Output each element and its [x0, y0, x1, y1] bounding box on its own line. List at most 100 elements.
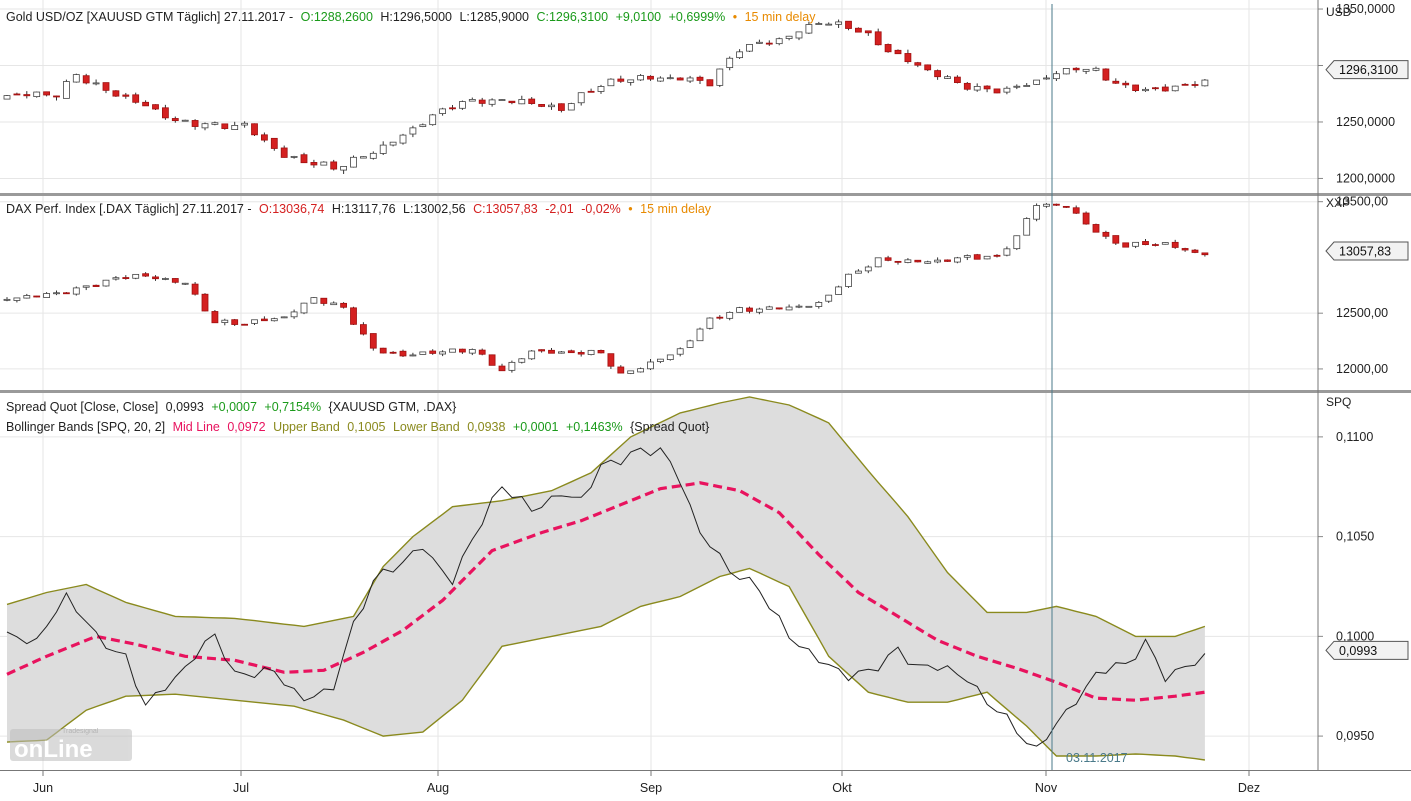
- gold-candle-body: [152, 104, 159, 110]
- dax-candle-body: [241, 323, 249, 326]
- gold-candle-body: [637, 75, 644, 81]
- gold-candle-body: [855, 27, 862, 33]
- gold-candle-body: [676, 77, 684, 81]
- dax-candle-body: [1152, 244, 1159, 246]
- dax-candle-body: [330, 302, 338, 306]
- gold-candle-body: [1082, 68, 1090, 72]
- dax-candle-body: [597, 350, 605, 354]
- gold-header-close: C:1296,3100: [536, 10, 608, 24]
- gold-candle-body: [439, 108, 447, 114]
- dax-candle-body: [161, 278, 169, 280]
- gold-candle-body: [369, 152, 377, 159]
- gold-candle-body: [1201, 79, 1209, 87]
- gold-candle-body: [924, 64, 932, 71]
- x-tick-label: Jun: [33, 781, 53, 795]
- gold-candle-body: [1102, 68, 1110, 81]
- gold-candle-body: [191, 120, 199, 127]
- dax-candle-body: [746, 307, 753, 312]
- gold-candle-body: [399, 134, 407, 144]
- gold-candle-body: [1171, 85, 1179, 92]
- dax-candle-body: [548, 349, 555, 354]
- dax-candle-body: [914, 259, 922, 263]
- gold-candle-body: [756, 41, 763, 44]
- dax-candle-body: [845, 273, 852, 287]
- gold-ytick-label: 1350,0000: [1336, 2, 1395, 16]
- bollinger-upper-value: 0,1005: [347, 420, 385, 434]
- dax-candle-body: [191, 283, 199, 295]
- gold-candle-body: [1013, 85, 1021, 88]
- gold-candle-body: [1092, 67, 1100, 71]
- dax-candle-body: [785, 306, 793, 311]
- gold-candle-body: [805, 24, 813, 34]
- gold-candle-body: [1033, 79, 1040, 85]
- gold-candle-body: [43, 91, 50, 96]
- dax-candle-body: [270, 318, 278, 322]
- dax-candle-body: [409, 354, 417, 357]
- dax-candle-body: [864, 266, 872, 272]
- gold-candle-body: [310, 162, 318, 166]
- x-tick-label: Jul: [233, 781, 249, 795]
- dax-candle-body: [142, 273, 150, 277]
- gold-candle-body: [63, 81, 70, 99]
- dax-candle-body: [538, 349, 545, 352]
- dax-candle-body: [82, 285, 90, 288]
- gold-candle-body: [577, 92, 585, 104]
- dax-candle-body: [716, 316, 724, 319]
- gold-header-delay: 15 min delay: [745, 10, 817, 24]
- dax-candle-body: [954, 257, 961, 263]
- dax-candle-body: [290, 311, 298, 318]
- gold-header-open: O:1288,2600: [301, 10, 373, 24]
- cursor-date-label: 03.11.2017: [1066, 751, 1128, 765]
- spread-header-change-pct: +0,7154%: [264, 400, 321, 414]
- gold-ytick-label: 1200,0000: [1336, 171, 1395, 185]
- gold-delay-dot: •: [733, 10, 737, 24]
- dax-candle-body: [1191, 249, 1199, 253]
- spread-header-value: 0,0993: [166, 400, 204, 414]
- dax-ytick-label: 12000,00: [1336, 362, 1388, 376]
- gold-candle-body: [53, 95, 60, 98]
- dax-candle-body: [350, 307, 357, 325]
- dax-ytick-label: 12500,00: [1336, 306, 1388, 320]
- dax-candle-body: [340, 302, 348, 308]
- gold-candle-body: [33, 91, 41, 98]
- dax-candle-body: [676, 348, 684, 355]
- gold-candle-body: [736, 51, 743, 59]
- dax-candle-body: [132, 273, 140, 279]
- logo-badge: [10, 729, 132, 761]
- dax-candle-body: [488, 354, 496, 366]
- gold-candle-body: [82, 75, 90, 84]
- dax-candle-body: [122, 277, 130, 279]
- gold-last-value-label: 1296,3100: [1339, 63, 1398, 77]
- spread-last-value-tag: [1325, 640, 1409, 660]
- dax-candle-body: [884, 257, 892, 261]
- gold-candle-body: [1003, 87, 1011, 93]
- gold-candle-body: [1142, 88, 1149, 92]
- gold-candle-body: [379, 144, 387, 154]
- gold-candle-body: [785, 35, 793, 39]
- dax-candle-body: [627, 370, 635, 374]
- gold-candle-body: [1043, 77, 1050, 80]
- gold-candle-body: [221, 123, 229, 129]
- gold-candle-body: [518, 99, 526, 105]
- gold-candle-body: [1122, 82, 1130, 86]
- dax-candle-body: [795, 305, 803, 308]
- gold-candle-body: [92, 82, 100, 85]
- dax-candle-body: [1201, 252, 1209, 256]
- gold-candle-body: [1072, 67, 1080, 71]
- gold-candle-body: [934, 70, 941, 78]
- dax-candle-body: [201, 293, 209, 312]
- gold-candle-body: [1152, 87, 1159, 90]
- dax-candle-body: [944, 259, 951, 262]
- gold-candle-body: [716, 68, 724, 86]
- gold-candle-body: [617, 78, 625, 82]
- gold-candle-body: [607, 78, 615, 87]
- gold-candle-body: [122, 94, 130, 97]
- x-tick-label: Aug: [427, 781, 449, 795]
- dax-candle-body: [43, 293, 50, 298]
- dax-candle-body: [1072, 207, 1080, 214]
- gold-candle-body: [726, 57, 734, 68]
- gold-candle-body: [142, 101, 150, 107]
- gold-candle-body: [72, 74, 80, 83]
- gold-candle-body: [1181, 83, 1189, 86]
